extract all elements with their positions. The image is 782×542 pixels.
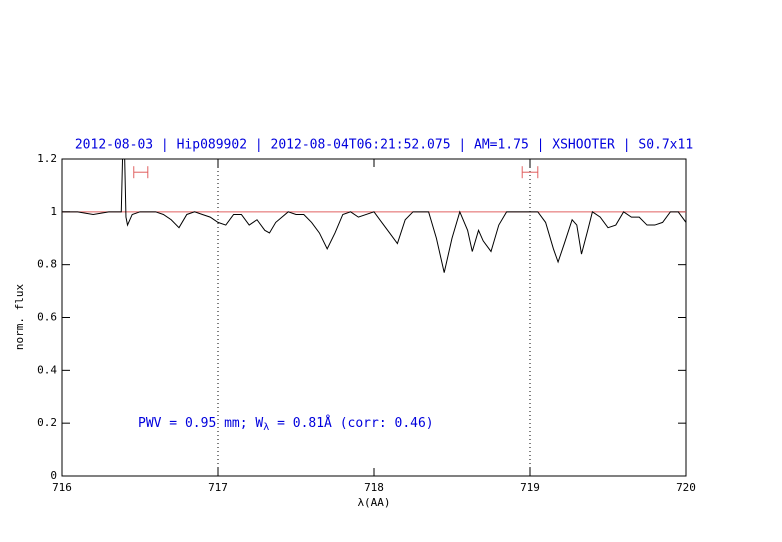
annotation-subscript: λ: [263, 422, 269, 433]
y-tick-label: 0: [50, 469, 57, 482]
x-tick-label: 717: [208, 481, 228, 494]
y-tick-label: 0.2: [37, 416, 57, 429]
annotation-text: = 0.81Å (corr: 0.46): [269, 415, 433, 431]
y-tick-label: 0.6: [37, 311, 57, 324]
x-axis-label: λ(AA): [357, 496, 390, 509]
x-tick-label: 718: [364, 481, 384, 494]
spectrum-line: [62, 159, 686, 273]
y-tick-label: 0.4: [37, 363, 57, 376]
x-tick-label: 720: [676, 481, 696, 494]
y-tick-label: 1.2: [37, 152, 57, 165]
y-tick-label: 1: [50, 205, 57, 218]
annotation-text: PWV = 0.95 mm; W: [138, 416, 263, 431]
chart-title: 2012-08-03 | Hip089902 | 2012-08-04T06:2…: [75, 138, 693, 153]
x-tick-label: 719: [520, 481, 540, 494]
y-tick-label: 0.8: [37, 258, 57, 271]
x-tick-label: 716: [52, 481, 72, 494]
y-axis-label: norm. flux: [13, 284, 26, 351]
annotation: PWV = 0.95 mm; Wλ = 0.81Å (corr: 0.46): [138, 415, 434, 434]
